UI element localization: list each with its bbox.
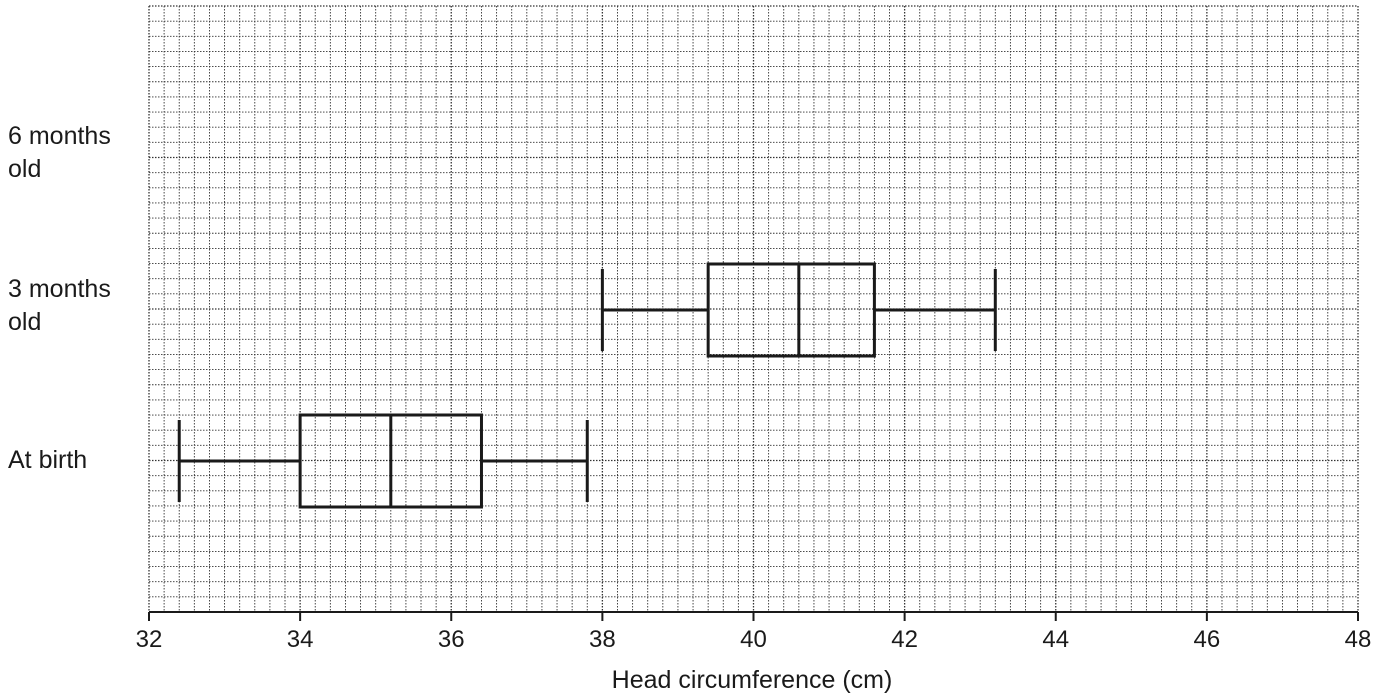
x-tick-label: 46 [1194,626,1221,653]
boxplot-2 [177,413,589,509]
category-label-at-birth: At birth [8,446,88,474]
x-tick-label: 48 [1345,626,1372,653]
x-axis-label: Head circumference (cm) [612,666,893,694]
x-axis: 32 34 36 38 40 42 44 46 48 [136,611,1372,653]
x-tick-label: 42 [891,626,918,653]
category-label-6-months: 6 months old [8,122,111,183]
x-tick-label: 32 [136,626,163,653]
category-label-3-months: 3 months old [8,275,111,336]
boxplot-1 [600,262,997,358]
x-tick-label: 44 [1042,626,1069,653]
box-iqr [706,262,876,358]
x-tick-label: 36 [438,626,465,653]
x-tick-label: 38 [589,626,616,653]
grid [148,5,1359,613]
x-tick-label: 34 [287,626,314,653]
x-tick-label: 40 [740,626,767,653]
boxplots [177,262,997,509]
